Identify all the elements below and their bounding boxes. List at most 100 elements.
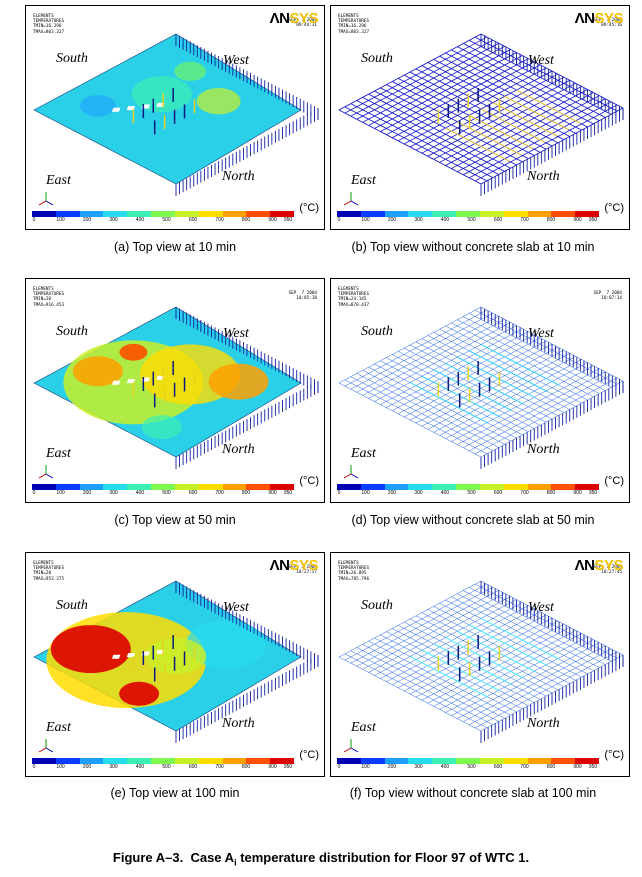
direction-south: South xyxy=(361,324,393,339)
legend-swatch xyxy=(384,758,409,764)
legend-swatch xyxy=(103,758,128,764)
legend-tick: 200 xyxy=(82,490,92,496)
result-header: ELEMENTS TEMPERATURES TMIN=16.296 TMAX=8… xyxy=(338,14,370,35)
heat-zone xyxy=(119,343,148,361)
legend-swatch xyxy=(198,484,223,490)
legend-swatch xyxy=(103,211,128,217)
heated-truss xyxy=(468,114,534,150)
legend-swatch xyxy=(479,211,504,217)
legend-swatch xyxy=(79,758,104,764)
legend-tick: 100 xyxy=(56,217,65,223)
legend-swatch xyxy=(79,211,104,217)
legend-swatch xyxy=(503,484,528,490)
legend-tick: 600 xyxy=(188,217,198,223)
perimeter-columns xyxy=(480,581,624,743)
ansys-logo: ΛNSYS xyxy=(269,10,319,27)
legend-swatch xyxy=(222,484,247,490)
heat-zone xyxy=(72,356,123,387)
unit-label: (°C) xyxy=(299,202,319,214)
legend-swatch xyxy=(360,484,385,490)
legend-tick: 100 xyxy=(361,217,370,223)
legend-swatch xyxy=(32,758,56,764)
legend-tick: 700 xyxy=(520,490,529,496)
heat-zone xyxy=(131,76,192,113)
legend-ticks: 0 100 200 300 400 500 600 700 800 900 950 xyxy=(331,490,629,500)
caption-a: (a) Top view at 10 min xyxy=(113,240,237,254)
legend-swatch xyxy=(151,484,175,490)
figure-title-post: temperature distribution for Floor 97 of… xyxy=(236,850,530,865)
heated-truss xyxy=(468,350,548,393)
legend-swatch xyxy=(384,484,409,490)
legend-tick: 400 xyxy=(440,764,450,770)
legend-tick: 0 xyxy=(337,217,341,223)
legend-swatch xyxy=(55,484,80,490)
legend-tick: 600 xyxy=(188,764,198,770)
direction-south: South xyxy=(56,324,88,339)
unit-label: (°C) xyxy=(299,475,319,487)
panel-b: ELEMENTS TEMPERATURES TMIN=16.296 TMAX=8… xyxy=(330,5,630,230)
result-date: SEP 7 2004 10:27:45 xyxy=(593,565,622,576)
direction-south: South xyxy=(56,51,88,66)
axis-triad-icon xyxy=(343,465,359,479)
legend-tick: 400 xyxy=(440,490,450,496)
legend-swatch xyxy=(32,211,56,217)
core-opening xyxy=(111,654,121,659)
core-opening xyxy=(126,106,136,111)
legend-swatch xyxy=(432,211,457,217)
core-opening xyxy=(111,380,121,385)
floor-model xyxy=(33,33,319,206)
heated-truss xyxy=(421,649,501,692)
direction-north: North xyxy=(222,442,255,457)
heated-truss xyxy=(492,102,558,137)
legend-swatch xyxy=(408,758,433,764)
legend-swatch xyxy=(527,758,552,764)
legend-tick: 900 xyxy=(573,764,582,770)
legend-tick: 200 xyxy=(387,217,397,223)
legend-swatch xyxy=(270,484,294,490)
legend-tick: 950 xyxy=(283,217,293,223)
legend-swatch xyxy=(174,211,199,217)
color-legend xyxy=(32,484,294,490)
legend-tick: 0 xyxy=(337,764,341,770)
legend-tick: 500 xyxy=(162,764,171,770)
legend-swatch xyxy=(198,758,223,764)
direction-north: North xyxy=(527,716,560,731)
legend-swatch xyxy=(479,758,504,764)
heated-truss xyxy=(445,127,510,162)
legend-swatch xyxy=(127,484,152,490)
direction-east: East xyxy=(351,173,376,188)
panel-c: ELEMENTS TEMPERATURES TMIN=20 TMAX=916.4… xyxy=(25,278,325,503)
legend-swatch xyxy=(551,211,576,217)
heated-truss xyxy=(433,369,513,412)
legend-swatch xyxy=(527,211,552,217)
legend-swatch xyxy=(198,211,223,217)
color-legend xyxy=(337,484,599,490)
legend-tick: 950 xyxy=(588,490,598,496)
direction-north: North xyxy=(222,716,255,731)
panel-a: ELEMENTS TEMPERATURES TMIN=16.296 TMAX=8… xyxy=(25,5,325,230)
legend-tick: 600 xyxy=(493,490,503,496)
color-legend xyxy=(337,211,599,217)
legend-swatch xyxy=(337,758,361,764)
heated-truss xyxy=(421,375,501,418)
axis-triad-icon xyxy=(38,465,54,479)
heated-truss xyxy=(457,121,522,156)
legend-tick: 400 xyxy=(440,217,450,223)
perimeter-columns xyxy=(175,34,319,196)
color-legend xyxy=(32,758,294,764)
legend-tick: 0 xyxy=(32,764,36,770)
legend-swatch xyxy=(360,758,385,764)
legend-tick: 200 xyxy=(82,764,92,770)
legend-tick: 700 xyxy=(520,217,529,223)
legend-tick: 400 xyxy=(135,764,145,770)
caption-c: (c) Top view at 50 min xyxy=(114,513,236,527)
ansys-logo: ΛNSYS xyxy=(269,557,319,574)
heat-zone xyxy=(146,638,206,674)
legend-swatch xyxy=(337,484,361,490)
result-header: ELEMENTS TEMPERATURES TMIN=20 TMAX=916.4… xyxy=(33,287,65,308)
legend-swatch xyxy=(337,211,361,217)
legend-swatch xyxy=(127,758,152,764)
legend-tick: 200 xyxy=(387,490,397,496)
result-date: SEP 7 2004 10:07:14 xyxy=(593,291,622,302)
legend-tick: 500 xyxy=(467,764,476,770)
